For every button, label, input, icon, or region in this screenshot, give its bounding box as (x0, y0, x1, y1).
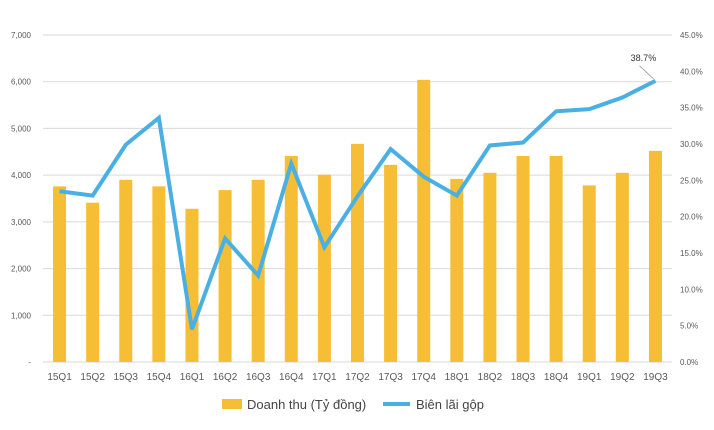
annotation-label: 38.7% (631, 53, 657, 63)
x-tick-label: 19Q1 (577, 372, 602, 383)
bar-18Q2 (483, 173, 496, 362)
x-tick-label: 17Q2 (345, 372, 370, 383)
right-tick-label: 5.0% (680, 322, 698, 331)
bar-17Q3 (384, 165, 397, 362)
bar-18Q4 (550, 156, 563, 362)
bar-17Q1 (318, 175, 331, 362)
right-tick-label: 45.0% (680, 31, 703, 40)
x-tick-label: 16Q4 (279, 372, 304, 383)
bar-15Q4 (152, 186, 165, 362)
x-tick-label: 15Q4 (147, 372, 172, 383)
bar-16Q2 (219, 190, 232, 362)
right-tick-label: 10.0% (680, 285, 703, 294)
x-tick-label: 18Q1 (445, 372, 470, 383)
left-tick-label: 2,000 (11, 265, 32, 274)
legend-bar-swatch (222, 399, 242, 409)
bar-15Q3 (119, 180, 132, 362)
left-tick-label: - (28, 358, 31, 367)
right-tick-label: 0.0% (680, 358, 698, 367)
x-tick-label: 17Q3 (378, 372, 403, 383)
x-tick-label: 18Q4 (544, 372, 569, 383)
bar-18Q3 (517, 156, 530, 362)
right-tick-label: 25.0% (680, 176, 703, 185)
bar-19Q2 (616, 173, 629, 362)
x-tick-label: 17Q4 (411, 372, 436, 383)
x-tick-label: 19Q3 (643, 372, 668, 383)
bar-16Q1 (185, 209, 198, 362)
bar-19Q1 (583, 185, 596, 362)
x-tick-label: 16Q2 (213, 372, 238, 383)
legend-bar-label: Doanh thu (Tỷ đồng) (247, 397, 366, 412)
left-tick-label: 1,000 (11, 311, 32, 320)
annotation-leader (639, 66, 653, 79)
legend-line-label: Biên lãi gộp (416, 397, 484, 412)
right-tick-label: 40.0% (680, 67, 703, 76)
bar-17Q2 (351, 144, 364, 362)
x-tick-label: 19Q2 (610, 372, 635, 383)
x-tick-label: 18Q2 (478, 372, 503, 383)
bar-16Q4 (285, 156, 298, 362)
left-tick-label: 5,000 (11, 124, 32, 133)
x-tick-label: 16Q1 (180, 372, 205, 383)
right-tick-label: 20.0% (680, 213, 703, 222)
left-tick-label: 7,000 (11, 31, 32, 40)
left-tick-label: 3,000 (11, 218, 32, 227)
bar-17Q4 (417, 80, 430, 362)
bar-15Q2 (86, 203, 99, 362)
right-tick-label: 15.0% (680, 249, 703, 258)
x-tick-label: 17Q1 (312, 372, 337, 383)
x-tick-label: 16Q3 (246, 372, 271, 383)
x-tick-label: 15Q1 (47, 372, 72, 383)
left-tick-label: 4,000 (11, 171, 32, 180)
bar-18Q1 (450, 179, 463, 362)
x-tick-label: 18Q3 (511, 372, 536, 383)
right-tick-label: 35.0% (680, 104, 703, 113)
x-tick-label: 15Q3 (114, 372, 139, 383)
left-tick-label: 6,000 (11, 78, 32, 87)
bar-15Q1 (53, 186, 66, 362)
x-tick-label: 15Q2 (80, 372, 105, 383)
legend: Doanh thu (Tỷ đồng) Biên lãi gộp (222, 397, 484, 412)
right-tick-label: 30.0% (680, 140, 703, 149)
bar-19Q3 (649, 151, 662, 362)
